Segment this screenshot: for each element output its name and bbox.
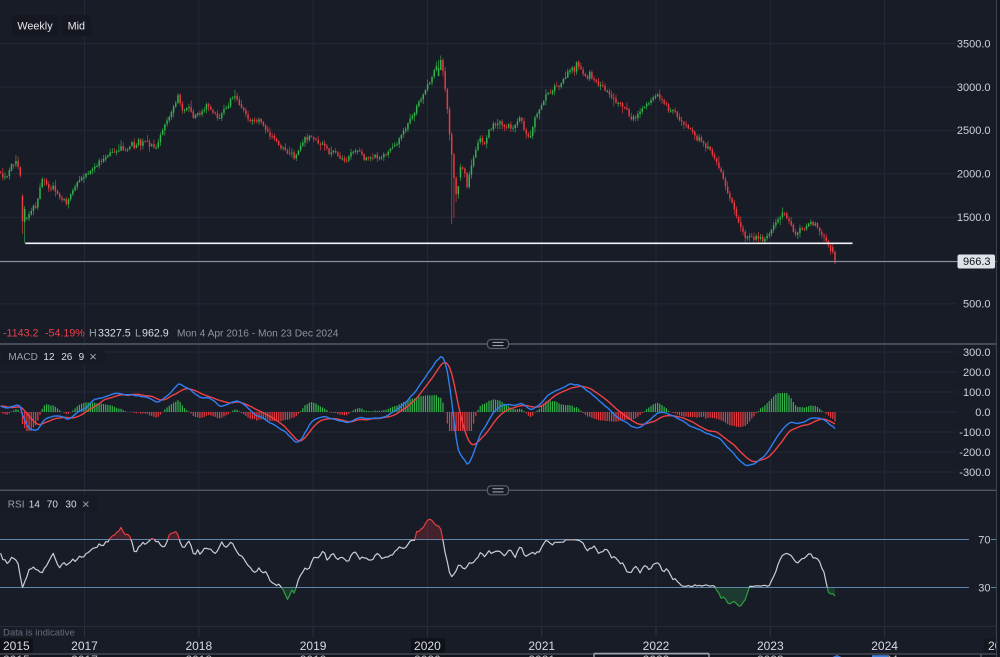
svg-text:2023: 2023 xyxy=(757,653,784,657)
svg-text:2020: 2020 xyxy=(414,639,441,653)
svg-text:2015: 2015 xyxy=(3,639,30,653)
svg-text:962.9: 962.9 xyxy=(142,328,169,340)
svg-text:L: L xyxy=(135,328,141,340)
svg-text:2024: 2024 xyxy=(871,653,898,657)
svg-text:2000.0: 2000.0 xyxy=(957,169,991,181)
svg-text:2500.0: 2500.0 xyxy=(957,125,991,137)
svg-text:1500.0: 1500.0 xyxy=(957,212,991,224)
svg-text:Mid: Mid xyxy=(68,20,85,32)
svg-text:2021: 2021 xyxy=(528,639,555,653)
svg-text:2018: 2018 xyxy=(185,639,212,653)
svg-text:2020: 2020 xyxy=(414,653,441,657)
svg-text:2018: 2018 xyxy=(185,653,212,657)
svg-text:2023: 2023 xyxy=(757,639,784,653)
svg-text:2019: 2019 xyxy=(300,639,327,653)
svg-text:30: 30 xyxy=(65,500,77,511)
svg-text:Weekly: Weekly xyxy=(17,20,53,32)
svg-text:×: × xyxy=(82,497,90,512)
svg-text:-54.19%: -54.19% xyxy=(45,328,85,340)
svg-text:MACD: MACD xyxy=(8,352,37,363)
svg-text:300.0: 300.0 xyxy=(963,347,991,359)
svg-text:Data is indicative: Data is indicative xyxy=(3,628,75,639)
svg-text:-200.0: -200.0 xyxy=(959,447,990,459)
svg-text:966.3: 966.3 xyxy=(963,256,991,268)
svg-text:2021: 2021 xyxy=(528,653,555,657)
svg-text:-300.0: -300.0 xyxy=(959,467,990,479)
svg-text:-1143.2: -1143.2 xyxy=(3,328,39,340)
svg-text:3327.5: 3327.5 xyxy=(98,328,131,340)
svg-text:2024: 2024 xyxy=(871,639,898,653)
svg-text:3500.0: 3500.0 xyxy=(957,39,991,51)
svg-text:200.0: 200.0 xyxy=(963,367,991,379)
svg-text:14: 14 xyxy=(29,500,41,511)
svg-text:Mon 4 Apr 2016 - Mon 23 Dec 20: Mon 4 Apr 2016 - Mon 23 Dec 2024 xyxy=(177,329,339,340)
svg-text:12: 12 xyxy=(43,352,55,363)
svg-text:70: 70 xyxy=(978,534,990,546)
svg-text:100.0: 100.0 xyxy=(963,387,991,399)
svg-text:H: H xyxy=(89,328,97,340)
svg-text:2019: 2019 xyxy=(300,653,327,657)
svg-text:2022: 2022 xyxy=(643,653,670,657)
svg-text:26: 26 xyxy=(61,352,73,363)
svg-text:-100.0: -100.0 xyxy=(959,427,990,439)
svg-text:RSI: RSI xyxy=(8,500,25,511)
svg-text:3000.0: 3000.0 xyxy=(957,82,991,94)
svg-text:9: 9 xyxy=(79,352,85,363)
svg-text:70: 70 xyxy=(47,500,59,511)
svg-text:2015: 2015 xyxy=(3,653,30,657)
svg-text:×: × xyxy=(89,349,97,364)
svg-text:500.0: 500.0 xyxy=(963,299,991,311)
svg-text:30: 30 xyxy=(978,582,990,594)
svg-text:2017: 2017 xyxy=(71,639,98,653)
svg-text:2017: 2017 xyxy=(71,653,98,657)
svg-text:2022: 2022 xyxy=(643,639,670,653)
svg-text:0.0: 0.0 xyxy=(975,407,990,419)
